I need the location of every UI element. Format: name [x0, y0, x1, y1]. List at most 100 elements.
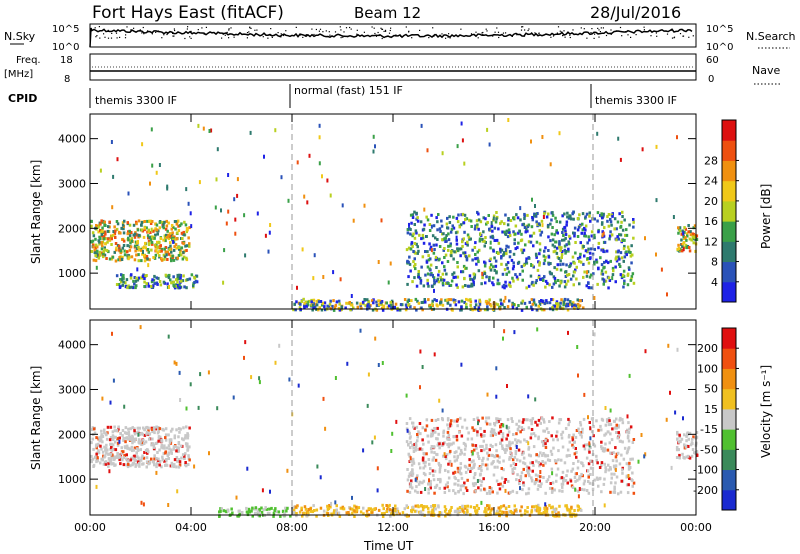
echo-cell	[520, 248, 523, 252]
echo-cell	[443, 486, 446, 490]
nsearch-dot	[630, 36, 632, 38]
echo-cell	[431, 508, 434, 512]
echo-cell	[463, 230, 466, 234]
echo-cell	[619, 233, 623, 237]
echo-cell	[477, 419, 480, 423]
colorbar-frame	[721, 327, 737, 511]
nsearch-dot	[186, 28, 188, 30]
echo-cell	[562, 300, 566, 304]
echo-cell	[688, 431, 692, 435]
nsearch-dot	[562, 35, 564, 37]
nsearch-dot	[233, 36, 235, 38]
echo-cell	[583, 479, 586, 483]
echo-cell	[141, 276, 145, 280]
power-ylabel: Slant Range [km]	[29, 160, 43, 264]
echo-cell	[511, 305, 515, 309]
echo-cell	[122, 274, 125, 277]
echo-cell	[129, 437, 132, 441]
echo-cell	[482, 477, 485, 481]
echo-cell	[160, 445, 163, 449]
echo-cell	[237, 509, 240, 513]
echo-cell	[119, 462, 122, 466]
echo-cell	[153, 228, 156, 232]
echo-cell	[111, 443, 115, 447]
echo-cell	[531, 302, 534, 306]
echo-cell	[566, 215, 569, 219]
echo-cell	[133, 232, 137, 236]
echo-cell	[520, 471, 524, 475]
echo-cell	[185, 286, 188, 290]
echo-cell	[510, 417, 513, 421]
echo-cell	[329, 193, 332, 198]
echo-cell	[140, 500, 143, 505]
echo-cell	[427, 298, 430, 302]
echo-cell	[432, 456, 435, 460]
echo-cell	[165, 446, 169, 450]
echo-cell	[138, 464, 141, 468]
echo-cell	[188, 458, 191, 462]
echo-cell	[408, 454, 411, 458]
echo-cell	[169, 429, 173, 433]
echo-cell	[432, 273, 434, 278]
echo-cell	[454, 491, 457, 495]
echo-cell	[479, 472, 482, 476]
echo-cell	[613, 490, 617, 494]
echo-cell	[90, 220, 93, 223]
echo-cell	[303, 505, 307, 509]
echo-cell	[120, 258, 124, 261]
echo-cell	[168, 273, 171, 277]
cpid-row: CPID themis 3300 IF normal (fast) 151 IF…	[8, 84, 677, 108]
echo-cell	[525, 260, 528, 264]
echo-cell	[452, 226, 456, 230]
echo-cell	[235, 495, 238, 500]
echo-cell	[596, 219, 599, 223]
echo-cell	[579, 252, 582, 256]
echo-cell	[555, 267, 559, 271]
nsearch-dot	[569, 34, 571, 36]
echo-cell	[149, 181, 151, 186]
echo-cell	[540, 482, 543, 486]
echo-cell	[177, 458, 181, 461]
echo-cell	[414, 445, 418, 449]
nave-label: Nave	[752, 64, 780, 77]
echo-cell	[306, 303, 310, 307]
echo-cell	[521, 269, 524, 273]
echo-cell	[497, 431, 501, 435]
echo-cell	[632, 225, 635, 229]
echo-cell	[381, 515, 385, 518]
echo-cell	[684, 243, 688, 247]
echo-cell	[553, 233, 556, 237]
echo-cell	[574, 251, 577, 255]
echo-cell	[496, 278, 500, 282]
echo-cell	[518, 419, 521, 423]
echo-cell	[518, 229, 521, 233]
echo-cell	[150, 227, 153, 232]
echo-cell	[93, 431, 97, 435]
echo-cell	[109, 442, 112, 446]
nsearch-dot	[524, 29, 526, 31]
echo-cell	[128, 229, 131, 233]
echo-cell	[565, 302, 569, 306]
echo-cell	[483, 487, 486, 491]
echo-cell	[422, 505, 426, 509]
echo-cell	[106, 240, 109, 244]
nsearch-dot	[594, 33, 596, 35]
echo-cell	[188, 226, 191, 230]
echo-cell	[468, 274, 472, 278]
echo-cell	[422, 442, 425, 446]
echo-cell	[431, 299, 434, 303]
echo-cell	[599, 424, 602, 428]
echo-cell	[541, 223, 544, 228]
echo-cell	[687, 224, 690, 227]
echo-cell	[678, 433, 681, 437]
echo-cell	[133, 235, 137, 239]
echo-cell	[501, 272, 505, 276]
echo-cell	[474, 444, 478, 448]
echo-cell	[111, 453, 114, 457]
nsearch-dot	[673, 36, 676, 38]
echo-cell	[476, 430, 479, 434]
echo-cell	[616, 250, 620, 254]
echo-cell	[526, 506, 529, 509]
echo-cell	[422, 461, 426, 465]
echo-cell	[114, 448, 118, 452]
